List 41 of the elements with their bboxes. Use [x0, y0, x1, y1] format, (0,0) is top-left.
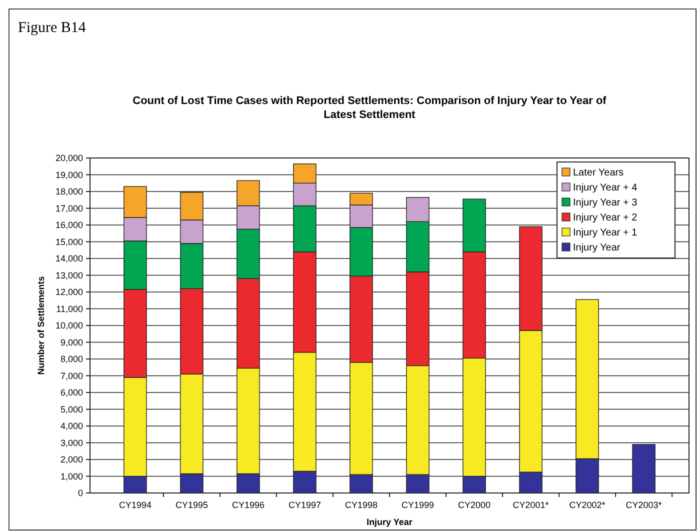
y-tick-label: 19,000 [55, 170, 83, 180]
x-tick-label: CY1994 [118, 500, 152, 510]
y-tick-label: 11,000 [56, 304, 83, 314]
y-tick-label: 3,000 [60, 438, 83, 448]
y-axis-title: Number of Settlements [36, 276, 46, 375]
legend-label: Injury Year [573, 242, 621, 254]
y-tick-label: 14,000 [55, 254, 83, 264]
legend-label: Injury Year + 3 [573, 198, 638, 208]
x-tick-label: CY2000 [458, 500, 491, 510]
caption: Figure B14 [18, 20, 86, 36]
x-tick-label: CY1999 [401, 500, 434, 510]
y-tick-label: 8,000 [60, 354, 83, 364]
y-tick-label: 1,000 [60, 471, 83, 482]
y-tick-label: 5,000 [60, 404, 83, 414]
legend-label: Injury Year + 4 [573, 182, 638, 194]
x-tick-label: CY1995 [175, 500, 208, 510]
y-tick-label: 0 [78, 488, 83, 498]
x-tick-label: CY2003* [626, 500, 662, 510]
y-tick-label: 16,000 [55, 220, 83, 230]
x-axis-title: Injury Year [366, 517, 413, 527]
x-tick-label: CY1996 [232, 500, 264, 510]
y-tick-label: 18,000 [55, 186, 83, 197]
x-tick-label: CY1998 [344, 500, 378, 510]
y-tick-label: 2,000 [60, 454, 83, 465]
y-tick-label: 17,000 [55, 203, 83, 214]
legend-label: Injury Year + 2 [573, 212, 638, 224]
y-tick-label: 4,000 [60, 421, 83, 432]
y-tick-label: 13,000 [55, 270, 83, 280]
y-tick-label: 9,000 [60, 337, 83, 348]
y-tick-label: 10,000 [55, 320, 83, 331]
legend-label: Injury Year + 1 [573, 228, 638, 238]
y-tick-label: 15,000 [55, 236, 83, 247]
y-tick-label: 7,000 [60, 370, 83, 381]
x-tick-label: CY2002* [569, 500, 606, 510]
x-tick-label: CY2001* [512, 500, 550, 510]
chart-title: Count of Lost Time Cases with Reported Settlements: Comparison of Injury Year to Year of Latest Settlement [132, 95, 607, 121]
legend-label: Later Years [573, 168, 624, 178]
x-tick-label: CY1997 [288, 500, 321, 510]
y-tick-label: 12,000 [55, 287, 83, 298]
y-tick-label: 20,000 [55, 153, 83, 164]
y-tick-label: 6,000 [60, 388, 83, 398]
